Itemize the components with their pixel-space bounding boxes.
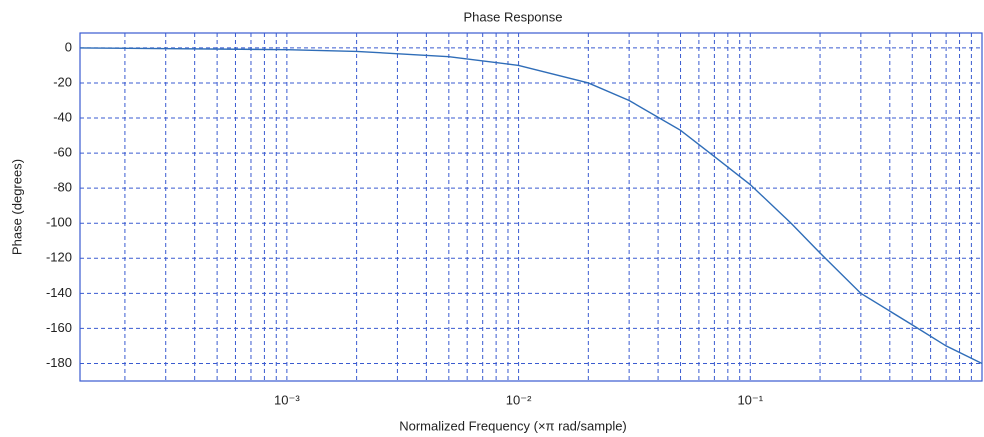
x-tick-label: 10⁻³ xyxy=(274,392,300,407)
page: Phase Response Normalized Frequency (×π … xyxy=(0,0,984,437)
y-tick-label: -120 xyxy=(46,250,72,265)
y-tick-label: 0 xyxy=(65,39,72,54)
chart-title: Phase Response xyxy=(463,9,562,24)
y-tick-label: -100 xyxy=(46,215,72,230)
y-tick-label: -160 xyxy=(46,320,72,335)
y-tick-label: -60 xyxy=(53,145,72,160)
y-tick-label: -40 xyxy=(53,109,72,124)
y-tick-label: -80 xyxy=(53,180,72,195)
y-axis-label: Phase (degrees) xyxy=(9,159,24,255)
x-tick-label: 10⁻² xyxy=(506,392,532,407)
y-tick-label: -20 xyxy=(53,74,72,89)
y-tick-label: -140 xyxy=(46,285,72,300)
chart: Phase Response Normalized Frequency (×π … xyxy=(0,0,984,437)
y-tick-label: -180 xyxy=(46,355,72,370)
x-tick-label: 10⁻¹ xyxy=(737,392,763,407)
x-axis-label: Normalized Frequency (×π rad/sample) xyxy=(399,418,627,433)
